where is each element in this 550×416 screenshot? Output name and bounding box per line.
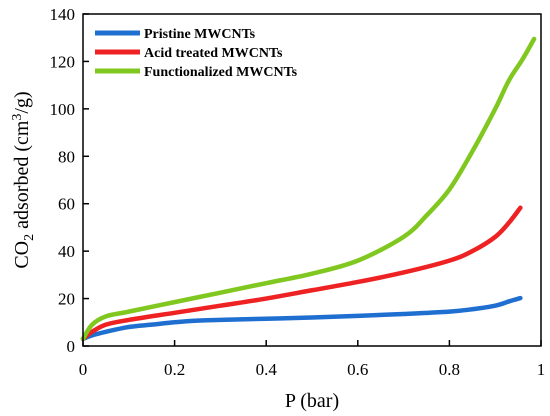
legend-label: Acid treated MWCNTs	[144, 46, 283, 61]
series-line-3	[80, 36, 537, 342]
plot-area-frame	[82, 13, 542, 347]
y-tick-label: 100	[50, 100, 76, 119]
x-tick-label: 0	[79, 360, 88, 379]
x-tick-label: 0.2	[164, 360, 185, 379]
y-axis-title-part: adsorbed (cm	[11, 120, 33, 234]
x-axis-title: P (bar)	[285, 390, 339, 412]
y-tick-label: 0	[67, 337, 76, 356]
y-tick-label: 80	[58, 147, 75, 166]
y-tick-label: 140	[50, 5, 76, 24]
legend-label: Functionalized MWCNTs	[144, 65, 298, 80]
series-line-1	[80, 295, 523, 342]
x-axis: 0 0.2 0.4 0.6 0.8 1	[79, 340, 546, 379]
y-tick-label: 120	[50, 52, 76, 71]
y-axis-title-superscript: 3	[10, 114, 25, 121]
legend: Pristine MWCNTs Acid treated MWCNTs Functi…	[95, 27, 298, 80]
y-axis-title: CO2 adsorbed (cm3/g)	[10, 91, 37, 268]
y-tick-label: 20	[58, 290, 75, 309]
y-axis-title-subscript: 2	[22, 234, 37, 241]
y-axis-title-part: CO	[11, 241, 33, 269]
y-axis: 0 20 40 60 80 100 120 140	[50, 5, 89, 356]
x-tick-label: 0.4	[256, 360, 278, 379]
y-axis-title-part: /g)	[11, 91, 33, 113]
series-lines	[80, 36, 537, 342]
x-tick-label: 0.6	[347, 360, 368, 379]
legend-label: Pristine MWCNTs	[144, 27, 256, 42]
series-line-2	[80, 205, 523, 342]
y-tick-label: 60	[58, 195, 75, 214]
x-tick-label: 0.8	[439, 360, 460, 379]
x-tick-label: 1	[537, 360, 546, 379]
y-tick-label: 40	[58, 242, 75, 261]
